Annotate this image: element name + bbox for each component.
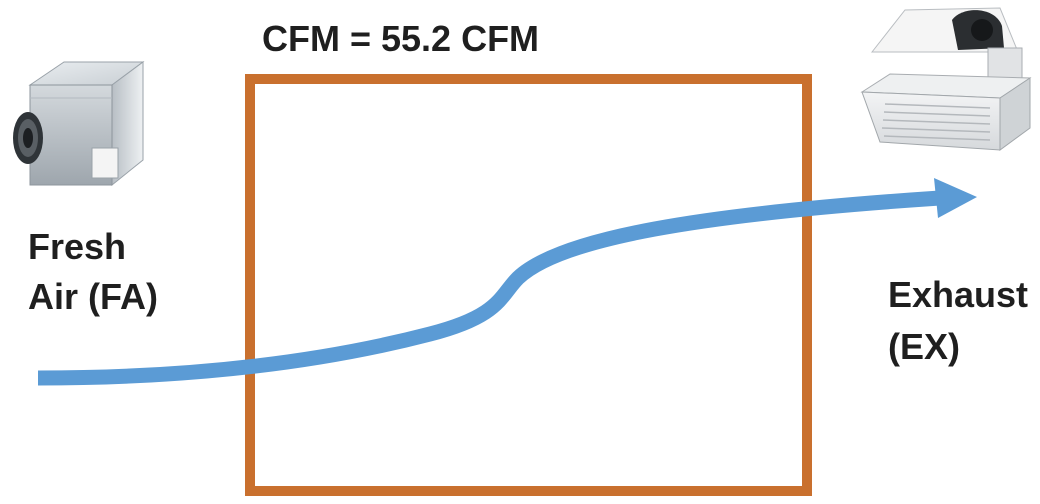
airflow-arrow-line [37, 190, 941, 386]
room-outline [245, 74, 812, 496]
airflow-arrowhead [934, 178, 977, 218]
fresh-air-label-line1: Fresh [28, 226, 127, 267]
fresh-air-label-line2: Air (FA) [28, 276, 158, 317]
exhaust-label-line2: (EX) [888, 326, 960, 367]
fresh-air-box-unit-icon [13, 61, 145, 187]
exhaust-label-line1: Exhaust [888, 274, 1029, 315]
flow-rate-label: CFM = 55.2 CFM [262, 18, 540, 59]
ceiling-exhaust-fan-icon [860, 7, 1032, 151]
